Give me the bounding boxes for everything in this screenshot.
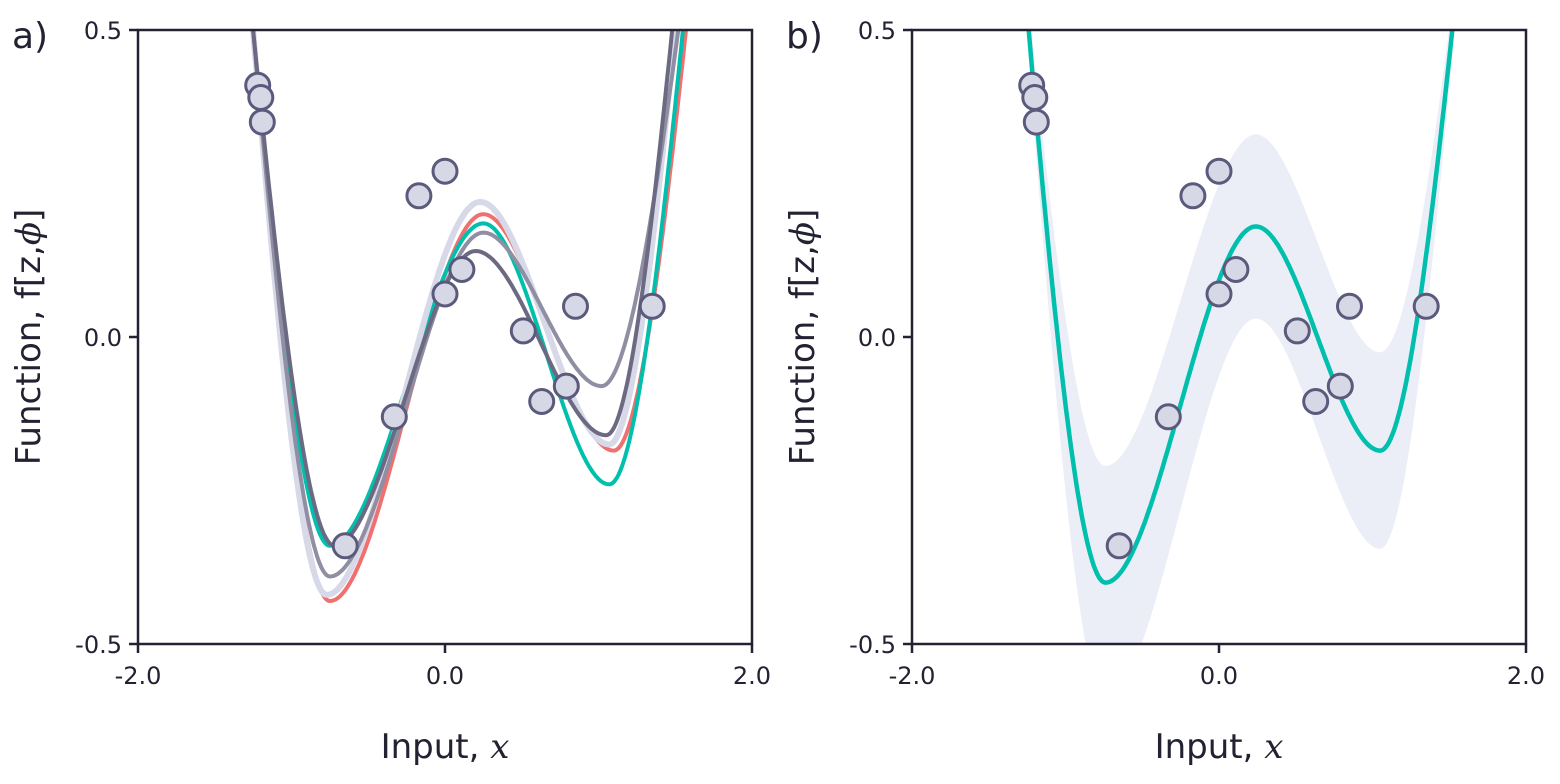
panel-b-xlabel: Input, x	[1155, 727, 1284, 767]
data-point	[247, 84, 275, 111]
data-point	[1179, 182, 1207, 210]
data-point	[1336, 292, 1363, 320]
panel-a-ylabel-text: Function, f[z,	[9, 245, 49, 465]
panel-b-label: b)	[786, 16, 823, 57]
x-tick-label: 2.0	[733, 662, 771, 690]
data-point	[431, 157, 459, 185]
panel-b: b) -2.0 0.0 2.0 -0.5 0.0 0.5 Input, x Functio…	[783, 16, 1545, 767]
series-line-4	[251, 30, 681, 579]
data-point	[1021, 84, 1049, 111]
data-point	[380, 403, 408, 431]
panel-b-ylabel-sym: ϕ	[783, 222, 823, 245]
panel-a-ylabel-sym: ϕ	[9, 222, 49, 245]
panel-b-ylabel: Function, f[z,ϕ]	[783, 209, 823, 466]
series-line-5	[251, 30, 675, 548]
panel-b-xlabel-text: Input,	[1155, 727, 1265, 767]
panel-a-label: a)	[12, 16, 48, 57]
y-tick-label: 0.5	[858, 17, 896, 45]
panel-b-series	[1026, 30, 1455, 585]
data-point	[248, 108, 276, 136]
data-point	[638, 292, 666, 320]
panel-a-series	[250, 30, 688, 603]
data-point	[1326, 372, 1354, 400]
data-point	[1105, 532, 1133, 560]
panel-a-xlabel-var: x	[490, 727, 509, 767]
panel-b-ylabel-close: ]	[783, 209, 823, 222]
data-point	[431, 280, 459, 308]
data-point	[448, 256, 476, 283]
data-point	[405, 182, 433, 210]
data-point	[1302, 388, 1330, 415]
panel-a-xlabel: Input, x	[381, 727, 510, 767]
data-point	[509, 317, 537, 345]
x-tick-label: -2.0	[115, 662, 162, 690]
data-point	[562, 292, 589, 320]
x-tick-label: -2.0	[889, 662, 936, 690]
panel-b-xlabel-var: x	[1264, 727, 1283, 767]
panel-a-ylabel: Function, f[z,ϕ]	[9, 209, 49, 466]
x-tick-label: 0.0	[1200, 662, 1238, 690]
uncertainty-band	[1028, 30, 1453, 644]
y-tick-label: 0.0	[858, 324, 896, 352]
data-point	[528, 388, 556, 415]
panel-a-points	[244, 71, 666, 560]
panel-a-ticks: -2.0 0.0 2.0 -0.5 0.0 0.5	[75, 17, 771, 690]
panel-a-ylabel-close: ]	[9, 209, 49, 222]
series-line-3	[250, 30, 679, 598]
series-line-1	[251, 30, 688, 603]
data-point	[1022, 108, 1050, 136]
panel-b-band	[1028, 30, 1453, 644]
y-tick-label: -0.5	[75, 631, 122, 659]
data-point	[552, 372, 580, 400]
data-point	[1154, 403, 1182, 431]
panel-b-ylabel-text: Function, f[z,	[783, 245, 823, 465]
data-point	[1412, 292, 1440, 320]
data-point	[1205, 157, 1233, 185]
panel-b-ticks: -2.0 0.0 2.0 -0.5 0.0 0.5	[849, 17, 1545, 690]
data-point	[1283, 317, 1311, 345]
y-tick-label: -0.5	[849, 631, 896, 659]
x-tick-label: 0.0	[426, 662, 464, 690]
panel-b-points	[1018, 71, 1440, 560]
series-line-2	[251, 30, 685, 548]
y-tick-label: 0.5	[84, 17, 122, 45]
panel-a-xlabel-text: Input,	[381, 727, 491, 767]
x-tick-label: 2.0	[1507, 662, 1545, 690]
data-point	[1205, 280, 1233, 308]
data-point	[331, 532, 359, 560]
y-tick-label: 0.0	[84, 324, 122, 352]
data-point	[1222, 256, 1250, 283]
panel-a-axes-frame	[136, 28, 754, 646]
panel-a: a) -2.0 0.0 2.0 -0.5 0.0 0.5 Input, x Functio…	[9, 16, 771, 767]
series-line-1	[1026, 30, 1455, 585]
